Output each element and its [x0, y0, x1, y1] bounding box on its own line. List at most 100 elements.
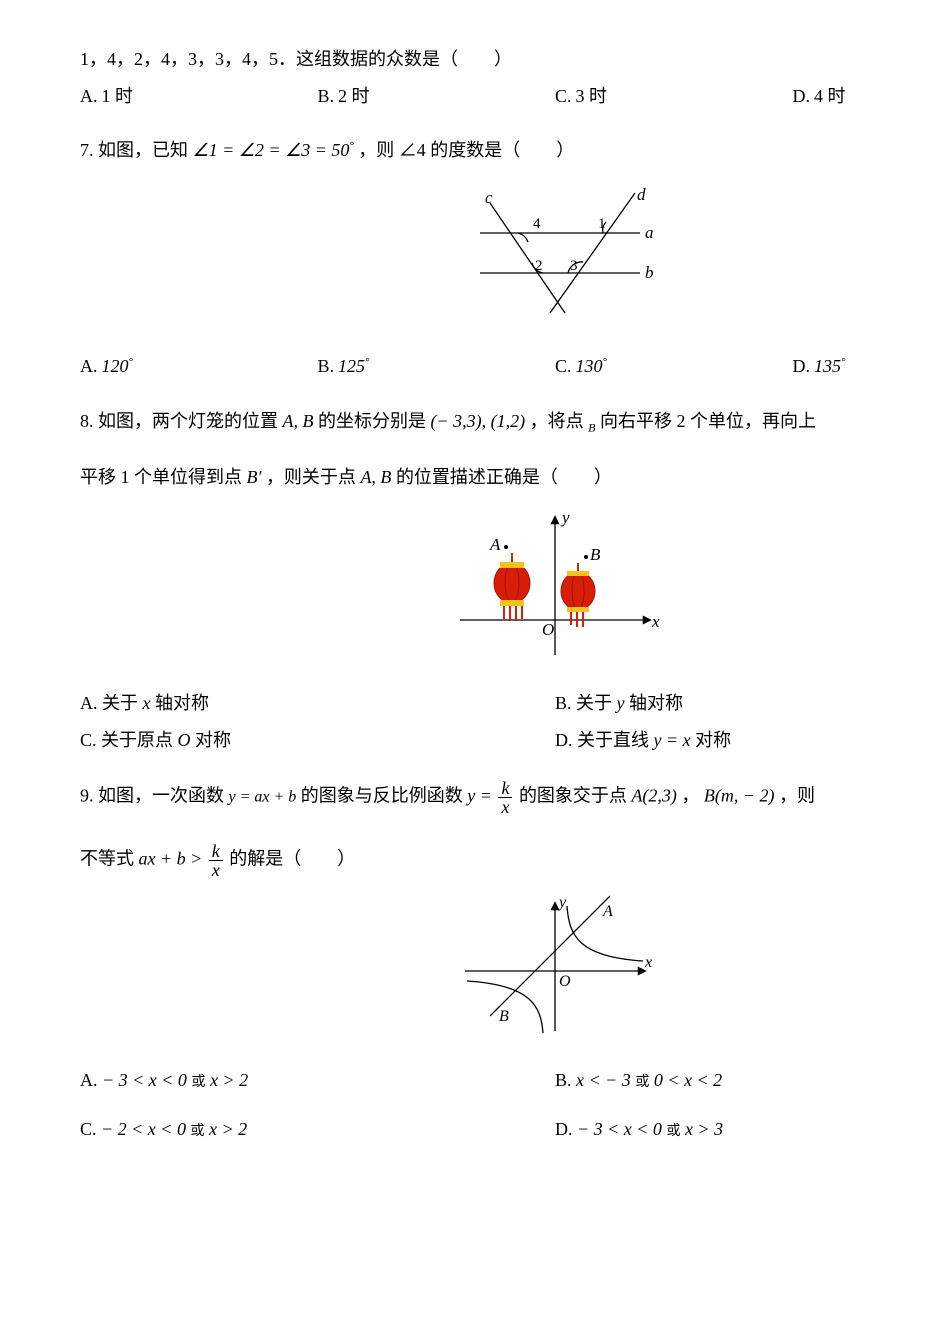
- q8-d-pre: 关于直线: [577, 730, 649, 750]
- q8-c-pre: 关于原点: [101, 730, 173, 750]
- q9-stem-l1: 9. 如图，一次函数 y = ax + b 的图象与反比例函数 y = k x …: [80, 779, 950, 816]
- q9-choice-a: A. − 3 < x < 0 或 x > 2: [80, 1065, 555, 1096]
- svg-text:c: c: [485, 188, 493, 207]
- q9-choice-d: D. − 3 < x < 0 或 x > 3: [555, 1114, 950, 1145]
- q7-choice-b: B.125°: [318, 351, 556, 382]
- q6-choice-c-text: 3 时: [576, 86, 608, 106]
- q8-d-var: y = x: [654, 730, 691, 750]
- q8-b-var: y: [617, 693, 625, 713]
- q6-choices: A.1 时 B.2 时 C.3 时 D.4 时: [80, 81, 950, 112]
- q6-choice-a: A.1 时: [80, 81, 318, 112]
- q9-pB: B(m, − 2): [704, 786, 775, 806]
- q6-choice-b: B.2 时: [318, 81, 556, 112]
- q9-d-p2: x > 3: [685, 1119, 723, 1139]
- q7-expr: ∠1 = ∠2 = ∠3 = 50°: [193, 140, 354, 160]
- q9-suf: ，则: [779, 786, 815, 806]
- q8-stem-l1: 8. 如图，两个灯笼的位置 A, B 的坐标分别是 (− 3,3), (1,2)…: [80, 406, 950, 438]
- q6-stem: 1，4，2，4，3，3，4，5．这组数据的众数是（ ）: [80, 44, 950, 75]
- svg-text:1: 1: [598, 216, 606, 232]
- svg-text:B: B: [499, 1008, 509, 1025]
- q8-b-pre: 关于: [576, 693, 612, 713]
- q8-pb: B: [588, 421, 595, 435]
- q9-l2-pre: 不等式: [80, 849, 134, 869]
- svg-text:2: 2: [535, 258, 543, 274]
- svg-text:3: 3: [570, 258, 578, 274]
- svg-text:O: O: [559, 973, 571, 990]
- svg-text:A: A: [602, 903, 613, 920]
- q8-a-post: 轴对称: [155, 693, 209, 713]
- q8-l2-mid: ，则关于点: [266, 467, 356, 487]
- q9-svg: A B y x O: [445, 891, 665, 1041]
- q9-mid2: 的图象交于点: [519, 786, 627, 806]
- q6-choice-b-text: 2 时: [338, 86, 370, 106]
- q9-comma: ，: [681, 786, 699, 806]
- q7-stem-suffix: ，则 ∠4 的度数是（ ）: [358, 140, 574, 160]
- svg-text:y: y: [560, 508, 570, 527]
- q6-choice-d: D.4 时: [793, 81, 950, 112]
- q8-stem-l2: 平移 1 个单位得到点 B′ ，则关于点 A, B 的位置描述正确是（ ）: [80, 462, 950, 493]
- q8-choice-d: D. 关于直线 y = x 对称: [555, 725, 950, 756]
- q9-choice-b: B. x < − 3 或 0 < x < 2: [555, 1065, 950, 1096]
- q9-pre: 9. 如图，一次函数: [80, 786, 224, 806]
- q9-d-or: 或: [666, 1124, 680, 1139]
- q7-stem: 7. 如图，已知 ∠1 = ∠2 = ∠3 = 50° ，则 ∠4 的度数是（ …: [80, 135, 950, 166]
- q9-a-or: 或: [191, 1075, 205, 1090]
- q9-ineq-l: ax + b >: [139, 849, 203, 869]
- q9-figure: A B y x O: [80, 891, 950, 1051]
- q7-choice-c: C.130°: [555, 351, 793, 382]
- q9-recip-frac: k x: [498, 779, 512, 816]
- q8-l2-suf: 的位置描述正确是（ ）: [396, 467, 612, 487]
- q9-choice-c: C. − 2 < x < 0 或 x > 2: [80, 1114, 555, 1145]
- q8-choice-b: B. 关于 y 轴对称: [555, 688, 950, 719]
- q8-figure: A B y x O: [80, 505, 950, 675]
- svg-text:A: A: [489, 535, 501, 554]
- q9-c-p2: x > 2: [209, 1119, 247, 1139]
- q9-ineq-frac: k x: [209, 842, 223, 879]
- q9-l2-suf: 的解是（ ）: [229, 849, 355, 869]
- q7-svg: c d a b 4 1 2 3: [440, 178, 670, 328]
- q9-pA: A(2,3): [631, 786, 676, 806]
- q8-mid1: 的坐标分别是: [318, 411, 426, 431]
- q9-a-p2: x > 2: [210, 1070, 248, 1090]
- q9-recip-y: y =: [467, 786, 492, 806]
- q8-mid2: ，将点: [530, 411, 584, 431]
- q8-block: 8. 如图，两个灯笼的位置 A, B 的坐标分别是 (− 3,3), (1,2)…: [80, 406, 950, 755]
- q9-b-p1: x < − 3: [576, 1070, 631, 1090]
- q8-ab2: A, B: [360, 467, 391, 487]
- q9-a-p1: − 3 < x < 0: [102, 1070, 187, 1090]
- q8-choices: A. 关于 x 轴对称 B. 关于 y 轴对称 C. 关于原点 O 对称 D. …: [80, 688, 950, 755]
- q8-mid3: 向右平移 2 个单位，再向上: [600, 411, 816, 431]
- q6-choice-d-text: 4 时: [814, 86, 846, 106]
- q7-figure: c d a b 4 1 2 3: [80, 178, 950, 338]
- q7-stem-prefix: 7. 如图，已知: [80, 140, 188, 160]
- q8-b-post: 轴对称: [629, 693, 683, 713]
- svg-text:a: a: [645, 223, 654, 242]
- q8-lantern-a: [494, 553, 530, 621]
- svg-text:d: d: [637, 185, 646, 204]
- q9-choices: A. − 3 < x < 0 或 x > 2 B. x < − 3 或 0 < …: [80, 1065, 950, 1144]
- q8-d-post: 对称: [695, 730, 731, 750]
- q9-ineq-n: k: [209, 842, 223, 861]
- svg-text:x: x: [651, 612, 660, 631]
- q8-prefix: 8. 如图，两个灯笼的位置: [80, 411, 278, 431]
- q7-choice-d: D.135°: [793, 351, 950, 382]
- q9-mid1: 的图象与反比例函数: [301, 786, 463, 806]
- q8-a-var: x: [143, 693, 151, 713]
- q8-a-pre: 关于: [102, 693, 138, 713]
- q9-c-or: 或: [190, 1124, 204, 1139]
- q9-stem-l2: 不等式 ax + b > k x 的解是（ ）: [80, 842, 950, 879]
- q9-ineq-d: x: [209, 861, 223, 879]
- svg-text:O: O: [542, 620, 554, 639]
- q8-c-post: 对称: [195, 730, 231, 750]
- q7-choice-a: A.120°: [80, 351, 318, 382]
- svg-text:4: 4: [533, 216, 541, 232]
- q8-lantern-b: [561, 563, 595, 627]
- q9-c-p1: − 2 < x < 0: [101, 1119, 186, 1139]
- q6-choice-a-text: 1 时: [102, 86, 134, 106]
- q7-choices: A.120° B.125° C.130° D.135°: [80, 351, 950, 382]
- q8-c-var: O: [178, 730, 191, 750]
- svg-text:y: y: [557, 894, 567, 911]
- q8-choice-c: C. 关于原点 O 对称: [80, 725, 555, 756]
- svg-text:x: x: [644, 954, 652, 971]
- q8-svg: A B y x O: [440, 505, 670, 665]
